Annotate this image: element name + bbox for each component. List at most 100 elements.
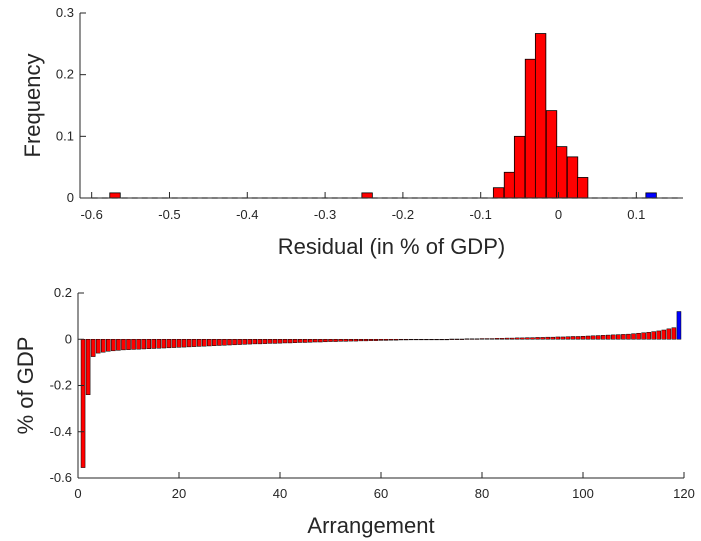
sorted-bar-12 <box>141 339 146 350</box>
sorted-bar-100 <box>585 335 591 340</box>
histogram-bar-3 <box>503 171 516 199</box>
histogram-bar-1 <box>361 192 373 199</box>
sorted-bar-88 <box>525 337 530 340</box>
sorted-bar-104 <box>605 334 611 340</box>
sorted-bar-19 <box>176 339 182 348</box>
sorted-bar-50 <box>333 339 338 342</box>
sorted-bar-113 <box>651 331 656 340</box>
histogram-y-axis-label: Frequency <box>20 54 45 158</box>
sorted-bar-2 <box>90 339 96 357</box>
sorted-bar-59 <box>378 339 384 341</box>
sorted-bar-36 <box>262 339 268 344</box>
sorted-bar-68 <box>424 339 429 341</box>
sorted-bar-74 <box>454 338 460 340</box>
histogram-x-tick-label-6: 0 <box>555 207 562 222</box>
sorted-bar-73 <box>449 338 454 340</box>
sorted-bar-48 <box>323 339 328 343</box>
sorted-bar-27 <box>217 339 222 346</box>
sorted-bar-25 <box>207 339 212 347</box>
sorted-bar-72 <box>444 339 449 341</box>
sorted-bar-75 <box>459 338 465 340</box>
sorted-bar-92 <box>545 336 550 340</box>
sorted-bar-47 <box>318 339 323 343</box>
sorted-bar-98 <box>575 336 581 340</box>
sorted-bar-31 <box>237 339 242 345</box>
sorted-bar-76 <box>464 338 470 340</box>
histogram-x-tick-label-1: -0.5 <box>158 207 180 222</box>
sorted-bar-5 <box>106 339 111 352</box>
sorted-bars-y-tick-label-0: -0.6 <box>50 470 72 485</box>
sorted-bar-29 <box>227 339 232 346</box>
sorted-bar-16 <box>161 339 167 349</box>
histogram-x-tick-label-4: -0.2 <box>392 207 414 222</box>
sorted-bar-89 <box>530 337 535 340</box>
sorted-bars <box>80 311 682 468</box>
sorted-bar-15 <box>156 339 162 349</box>
sorted-bar-56 <box>363 339 369 342</box>
sorted-bar-0 <box>80 339 86 468</box>
histogram-bar-7 <box>545 110 558 199</box>
sorted-bars-x-tick-label-2: 40 <box>273 486 287 501</box>
sorted-bars-y-axis-label: % of GDP <box>13 337 38 435</box>
histogram-bar-10 <box>576 177 589 199</box>
sorted-bars-x-tick-label-0: 0 <box>74 486 81 501</box>
sorted-bar-91 <box>540 337 545 340</box>
sorted-bar-71 <box>439 339 444 341</box>
sorted-bars-panel: -0.6 -0.4 -0.2 0 0.2 0 20 40 60 80 100 120 Arrangem… <box>13 285 695 538</box>
sorted-bar-3 <box>95 339 101 354</box>
histogram-x-tick-label-7: 0.1 <box>627 207 645 222</box>
sorted-bars-y-tick-label-3: 0 <box>65 331 72 346</box>
sorted-bar-63 <box>398 339 404 341</box>
sorted-bar-58 <box>373 339 379 341</box>
sorted-bar-65 <box>409 339 414 341</box>
sorted-bar-105 <box>611 334 616 340</box>
histogram-y-tick-label-1: 0.1 <box>56 128 74 143</box>
sorted-bar-11 <box>136 339 141 350</box>
sorted-bar-67 <box>419 339 424 341</box>
sorted-bar-86 <box>515 337 520 340</box>
sorted-bar-17 <box>166 339 172 349</box>
sorted-bar-81 <box>489 338 495 340</box>
sorted-bars-axes: -0.6 -0.4 -0.2 0 0.2 0 20 40 60 80 100 120 <box>50 285 695 501</box>
sorted-bar-66 <box>414 339 419 341</box>
histogram-x-tick-label-2: -0.4 <box>236 207 258 222</box>
sorted-bar-83 <box>499 338 505 340</box>
sorted-bars-y-tick-label-1: -0.4 <box>50 424 72 439</box>
sorted-bar-1 <box>85 339 91 395</box>
sorted-bar-33 <box>247 339 252 345</box>
sorted-bar-41 <box>287 339 293 344</box>
sorted-bar-69 <box>429 339 434 341</box>
sorted-bar-101 <box>590 335 596 340</box>
sorted-bar-111 <box>641 332 646 340</box>
sorted-bar-60 <box>383 339 389 341</box>
sorted-bar-57 <box>368 339 374 341</box>
histogram-x-tick-label-0: -0.6 <box>80 207 102 222</box>
sorted-bar-93 <box>550 336 555 340</box>
sorted-bar-99 <box>580 335 586 340</box>
sorted-bar-40 <box>282 339 288 344</box>
sorted-bar-49 <box>328 339 333 342</box>
sorted-bar-90 <box>535 337 540 340</box>
sorted-bar-52 <box>343 339 348 342</box>
sorted-bar-116 <box>666 328 672 340</box>
sorted-bar-24 <box>201 339 207 347</box>
sorted-bar-18 <box>171 339 177 348</box>
histogram-panel: 0 0.1 0.2 0.3 -0.6 -0.5 -0.4 -0.3 -0.2 -0.1 0 0.1 R… <box>20 5 683 259</box>
sorted-bar-94 <box>555 336 561 340</box>
sorted-bar-54 <box>353 339 359 342</box>
sorted-bar-84 <box>504 337 510 340</box>
histogram-x-tick-label-5: -0.1 <box>470 207 492 222</box>
histogram-bar-9 <box>566 156 579 199</box>
sorted-bar-30 <box>232 339 237 346</box>
sorted-bar-115 <box>661 329 667 340</box>
histogram-y-tick-label-3: 0.3 <box>56 5 74 20</box>
sorted-bar-14 <box>151 339 157 349</box>
sorted-bar-118 <box>676 311 682 340</box>
sorted-bars-y-tick-label-4: 0.2 <box>54 285 72 300</box>
sorted-bar-97 <box>570 336 576 340</box>
sorted-bar-13 <box>146 339 151 349</box>
sorted-bars-x-tick-label-5: 100 <box>572 486 594 501</box>
histogram-bars <box>109 33 657 199</box>
sorted-bar-20 <box>181 339 187 348</box>
histogram-y-tick-label-2: 0.2 <box>56 67 74 82</box>
